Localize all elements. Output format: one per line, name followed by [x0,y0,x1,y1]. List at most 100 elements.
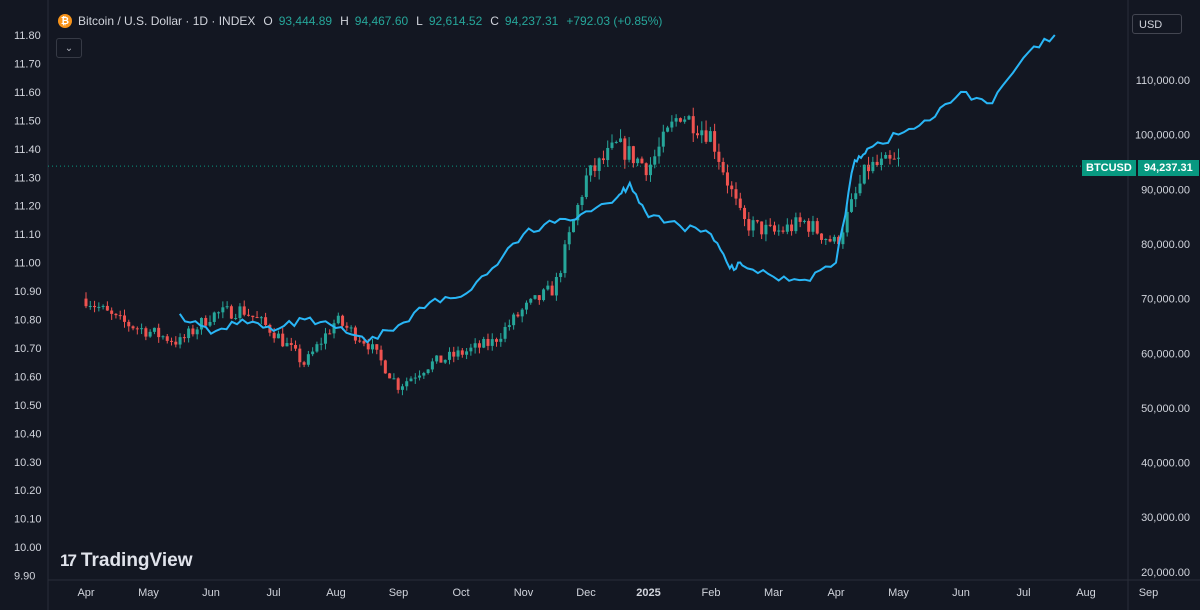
candle-body [717,151,721,162]
candle-body [614,141,618,143]
candle-body [319,343,323,345]
left-axis-tick-label: 10.50 [14,400,42,412]
candle-body [238,306,242,318]
last-price-value: 94,237.31 [1137,160,1199,176]
time-axis-tick-label: May [888,587,909,599]
candle-body [661,131,665,147]
candle-body [627,146,631,160]
candle-body [341,315,345,326]
candle-body [148,331,152,337]
candle-body [88,305,92,307]
candle-body [328,333,332,335]
currency-button[interactable]: USD [1132,14,1182,34]
candle-body [764,224,768,235]
candle-body [418,375,422,378]
tradingview-logo[interactable]: 17 TradingView [60,550,193,572]
candle-body [841,232,845,245]
candle-body [379,349,383,361]
low-label: L [416,14,423,28]
time-axis-tick-label: Nov [514,587,534,599]
candle-body [221,307,225,313]
candle-body [358,340,362,342]
candle-body [469,347,473,352]
candle-body [875,161,879,166]
candle-body [811,221,815,232]
candle-body [524,302,528,310]
candle-body [593,165,597,171]
candle-body [435,355,439,362]
candle-body [118,315,122,317]
time-axis-tick-label: Apr [827,587,844,599]
collapse-legend-button[interactable]: ⌄ [56,38,82,58]
time-axis-tick-label: May [138,587,159,599]
candle-body [892,158,896,160]
right-axis-tick-label: 80,000.00 [1141,239,1190,251]
candle-body [131,326,135,329]
time-axis-tick-label: Aug [1076,587,1096,599]
left-axis-tick-label: 10.70 [14,343,42,355]
candle-body [512,314,516,326]
candle-body [849,199,853,212]
candle-body [751,220,755,231]
candle-body [426,369,430,374]
candle-body [170,340,174,342]
right-axis-tick-label: 60,000.00 [1141,348,1190,360]
time-axis-tick-label: Jul [266,587,280,599]
candle-body [456,350,460,357]
candle-body [388,373,392,379]
candle-body [640,158,644,164]
candle-body [704,130,708,142]
change-value: +792.03 (+0.85%) [566,14,663,28]
right-axis-tick-label: 110,000.00 [1136,75,1190,87]
time-axis-tick-label: Apr [77,587,94,599]
candle-body [666,127,670,132]
last-price-tag: BTCUSD 94,237.31 [1082,160,1199,176]
candle-body [730,185,734,190]
tradingview-logo-text: TradingView [80,550,193,571]
candle-body [409,378,413,382]
candle-body [165,336,169,341]
right-axis-tick-label: 50,000.00 [1141,403,1190,415]
candle-body [820,233,824,240]
candle-body [700,130,704,136]
candle-body [696,133,700,136]
candle-body [794,217,798,232]
candle-body [144,328,148,337]
candle-body [294,345,298,349]
symbol-title[interactable]: Bitcoin / U.S. Dollar · 1D · INDEX [78,14,256,28]
candle-body [251,315,255,318]
candle-body [760,221,764,235]
candle-body [597,158,601,171]
candle-body [191,328,195,335]
candle-body [482,338,486,348]
candle-body [422,373,426,376]
candle-body [225,306,229,308]
candle-body [824,239,828,241]
candle-body [255,317,259,319]
left-axis-tick-label: 10.60 [14,371,42,383]
candle-body [336,315,340,324]
candle-body [264,317,268,325]
candle-body [858,183,862,194]
time-axis-tick-label: Aug [326,587,346,599]
candle-body [653,156,657,165]
candle-body [114,313,118,316]
high-label: H [340,14,349,28]
candle-body [674,118,678,122]
candle-body [884,154,888,159]
candle-body [495,339,499,342]
time-axis-tick-label: Oct [452,587,469,599]
candle-body [332,323,336,334]
candle-body [542,289,546,301]
candle-body [289,343,293,346]
candle-body [135,328,139,330]
left-axis-tick-label: 11.70 [14,58,41,70]
candle-body [499,338,503,342]
left-axis-tick-label: 10.90 [14,286,42,298]
symbol-legend[interactable]: ₿ Bitcoin / U.S. Dollar · 1D · INDEX O 93… [58,14,662,28]
candle-body [790,224,794,232]
candle-body [187,328,191,339]
candle-body [285,343,289,347]
candle-body [897,157,900,159]
